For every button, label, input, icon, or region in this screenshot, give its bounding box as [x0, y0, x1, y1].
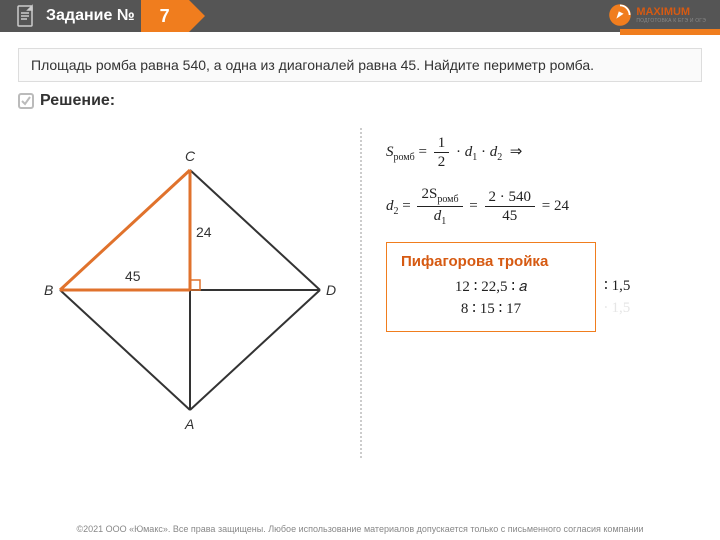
- task-number-badge: 7: [141, 0, 189, 32]
- problem-statement: Площадь ромба равна 540, а одна из диаго…: [18, 48, 702, 82]
- formula-area: Sромб = 12 · d1 · d2 ⇒: [386, 134, 700, 171]
- figure-panel: C B D A 45 24: [0, 110, 360, 480]
- logo-mark-icon: [608, 3, 632, 27]
- solution-header: Решение:: [18, 92, 720, 110]
- vertex-a: A: [185, 416, 194, 432]
- checkbox-icon: [18, 93, 34, 109]
- accent-bar: [620, 29, 720, 35]
- vertex-b: B: [44, 282, 53, 298]
- brand-logo: MAXIMUM ПОДГОТОВКА К ЕГЭ И ОГЭ: [608, 3, 706, 27]
- solution-panel: Sромб = 12 · d1 · d2 ⇒ d2 = 2Sромбd1 = 2…: [360, 110, 720, 480]
- vertex-c: C: [185, 148, 195, 164]
- vertex-d: D: [326, 282, 336, 298]
- formula-d2: d2 = 2Sромбd1 = 2 · 54045 = 24: [386, 185, 700, 228]
- rhombus-figure: C B D A 45 24: [40, 140, 340, 440]
- content-area: C B D A 45 24 Sромб = 12 · d1 · d2 ⇒ d2 …: [0, 110, 720, 480]
- document-icon: [14, 4, 38, 28]
- diag1-label: 45: [125, 268, 141, 284]
- solution-label: Решение:: [40, 92, 115, 110]
- triple-title: Пифагорова тройка: [401, 253, 581, 271]
- ratio-label: ∶ 1,5: [604, 276, 630, 295]
- diag2-label: 24: [196, 224, 212, 240]
- vertical-divider: [360, 128, 362, 458]
- task-label: Задание №: [46, 7, 135, 25]
- ratio-ghost: ∙ 1,5: [604, 300, 630, 317]
- triple-line-2: 8 ∶ 15 ∶ 17: [401, 299, 581, 318]
- task-number: 7: [160, 6, 170, 27]
- logo-text: MAXIMUM: [636, 7, 706, 18]
- pythagorean-triple-box: Пифагорова тройка 12 ∶ 22,5 ∶ 𝑎 8 ∶ 15 ∶…: [386, 242, 596, 332]
- logo-subtext: ПОДГОТОВКА К ЕГЭ И ОГЭ: [636, 18, 706, 24]
- triple-line-1: 12 ∶ 22,5 ∶ 𝑎: [401, 277, 581, 296]
- copyright-footer: ©2021 ООО «Юмакс». Все права защищены. Л…: [0, 524, 720, 534]
